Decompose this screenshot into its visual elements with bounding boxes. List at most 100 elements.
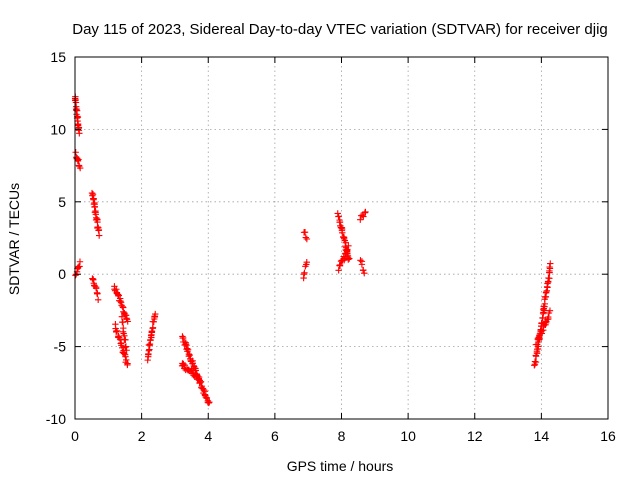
data-point	[94, 223, 101, 231]
data-point	[206, 398, 213, 406]
data-point	[534, 341, 541, 348]
y-tick-label: 10	[50, 121, 66, 137]
y-tick-label: 5	[58, 194, 66, 210]
data-point	[546, 307, 554, 314]
data-point	[301, 228, 309, 236]
x-tick-label: 0	[71, 428, 79, 444]
data-point	[345, 256, 352, 263]
data-point	[532, 358, 540, 366]
data-point	[145, 351, 152, 358]
data-point	[360, 266, 367, 274]
data-points	[71, 93, 554, 407]
axis-ticks: 0 2 4 6 8 10 12 14 16 -10 -5 0 5 10 15	[46, 49, 616, 444]
data-point	[362, 208, 369, 216]
data-point	[188, 366, 196, 374]
data-point	[89, 275, 96, 282]
data-point	[538, 327, 545, 335]
data-point	[180, 360, 187, 368]
y-tick-label: -5	[54, 339, 67, 355]
data-point	[148, 327, 156, 335]
data-point	[116, 335, 124, 343]
data-point	[89, 192, 96, 199]
data-point	[545, 313, 552, 321]
data-point	[335, 213, 342, 220]
data-point	[124, 360, 131, 367]
data-point	[303, 258, 310, 266]
x-tick-label: 10	[400, 428, 416, 444]
data-point	[112, 328, 120, 336]
data-point	[302, 234, 309, 241]
data-point	[94, 290, 101, 297]
data-point	[360, 213, 367, 220]
y-axis-label: SDTVAR / TECUs	[6, 183, 22, 295]
data-point	[152, 310, 159, 318]
data-point	[203, 394, 211, 402]
data-point	[546, 275, 553, 282]
x-tick-label: 8	[338, 428, 346, 444]
data-point	[335, 267, 342, 274]
data-point	[122, 353, 129, 360]
data-point	[179, 334, 186, 342]
data-point	[188, 367, 195, 374]
data-point	[184, 346, 192, 353]
data-point	[146, 342, 153, 349]
data-point	[344, 246, 351, 254]
x-axis-label: GPS time / hours	[287, 458, 394, 474]
data-point	[122, 343, 130, 350]
data-point	[75, 125, 82, 132]
y-tick-label: 15	[50, 49, 66, 65]
data-point	[345, 242, 352, 250]
data-point	[339, 229, 346, 237]
data-point	[120, 350, 128, 357]
x-tick-label: 6	[271, 428, 279, 444]
data-point	[114, 291, 122, 298]
data-point	[123, 347, 130, 354]
data-point	[186, 351, 193, 359]
data-point	[147, 337, 154, 344]
data-point	[118, 313, 126, 320]
x-tick-label: 14	[534, 428, 550, 444]
chart-title: Day 115 of 2023, Sidereal Day-to-day VTE…	[72, 21, 608, 38]
data-point	[76, 130, 83, 137]
data-point	[200, 386, 208, 394]
data-point	[361, 269, 368, 277]
data-point	[113, 327, 121, 335]
data-point	[189, 359, 196, 367]
data-point	[196, 377, 204, 384]
x-tick-label: 16	[600, 428, 616, 444]
data-point	[117, 299, 125, 306]
x-tick-label: 4	[204, 428, 212, 444]
data-point	[336, 262, 344, 270]
data-point	[90, 276, 97, 284]
y-tick-label: 0	[58, 266, 66, 282]
data-point	[124, 318, 131, 325]
data-point	[117, 298, 124, 305]
data-point	[95, 232, 103, 239]
data-point	[76, 164, 84, 172]
y-tick-label: -10	[46, 411, 66, 427]
data-point	[75, 156, 82, 163]
data-point	[149, 325, 156, 332]
data-point	[531, 358, 539, 365]
data-point	[76, 258, 84, 265]
x-tick-label: 12	[467, 428, 483, 444]
data-point	[357, 257, 364, 264]
data-point	[193, 371, 201, 379]
data-point	[205, 399, 212, 407]
data-point	[357, 216, 364, 223]
data-point	[115, 334, 123, 341]
data-point	[181, 362, 189, 369]
data-point	[95, 226, 103, 234]
data-point	[119, 318, 127, 326]
data-point	[122, 336, 129, 344]
data-point	[92, 285, 100, 292]
data-point	[72, 149, 79, 156]
data-point	[358, 261, 366, 268]
data-point	[94, 296, 102, 304]
data-point	[303, 235, 311, 243]
data-point	[342, 250, 350, 258]
data-point	[547, 260, 554, 267]
data-point	[123, 356, 130, 364]
